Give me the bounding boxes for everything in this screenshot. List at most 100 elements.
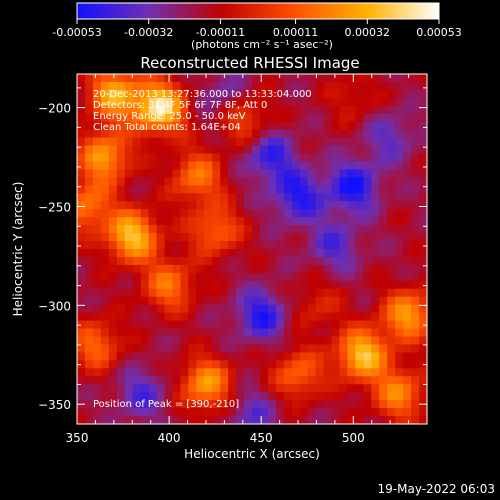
heatmap-cell — [77, 288, 86, 298]
heatmap-cell — [228, 288, 237, 298]
heatmap-cell — [77, 304, 86, 314]
heatmap-cell — [148, 280, 158, 290]
heatmap-cell — [363, 400, 372, 409]
heatmap-cell — [100, 113, 110, 123]
heatmap-cell — [180, 272, 189, 282]
heatmap-cell — [212, 153, 221, 163]
heatmap-cell — [291, 328, 301, 338]
heatmap-cell — [323, 129, 333, 139]
heatmap-cell — [228, 376, 237, 385]
heatmap-cell — [395, 408, 404, 417]
heatmap-cell — [180, 320, 189, 330]
heatmap-cell — [204, 81, 213, 91]
heatmap-cell — [108, 368, 118, 377]
heatmap-cell — [92, 129, 102, 139]
heatmap-cell — [116, 288, 126, 298]
heatmap-cell — [259, 344, 269, 353]
heatmap-cell — [140, 137, 150, 147]
heatmap-cell — [116, 161, 126, 171]
heatmap-cell — [323, 272, 333, 282]
heatmap-cell — [124, 217, 134, 226]
heatmap-cell — [299, 416, 309, 425]
heatmap-cell — [188, 145, 197, 155]
heatmap-cell — [124, 360, 134, 369]
heatmap-cell — [188, 249, 197, 258]
heatmap-cell — [259, 328, 269, 338]
heatmap-cell — [196, 169, 205, 178]
heatmap-cell — [411, 145, 420, 155]
heatmap-cell — [124, 304, 134, 314]
heatmap-cell — [196, 304, 205, 314]
heatmap-cell — [252, 304, 261, 314]
heatmap-cell — [196, 272, 205, 282]
heatmap-cell — [371, 153, 380, 163]
heatmap-cell — [180, 408, 189, 417]
heatmap-cell — [108, 225, 118, 234]
heatmap-cell — [387, 74, 396, 83]
heatmap-cell — [156, 121, 166, 131]
heatmap-cell — [77, 177, 86, 186]
heatmap-cell — [244, 272, 253, 282]
heatmap-cell — [315, 336, 325, 346]
heatmap-cell — [140, 296, 150, 306]
heatmap-cell — [116, 304, 126, 314]
heatmap-cell — [275, 97, 285, 107]
heatmap-cell — [252, 209, 261, 218]
heatmap-cell — [259, 384, 269, 393]
annotation-time: 20-Dec-2013 13:27:36.000 to 13:33:04.000 — [93, 89, 312, 100]
heatmap-cell — [148, 233, 158, 242]
heatmap-cell — [387, 193, 396, 202]
heatmap-cell — [275, 121, 285, 131]
heatmap-cell — [355, 153, 364, 163]
heatmap-cell — [387, 392, 396, 401]
heatmap-cell — [267, 344, 277, 353]
heatmap-cell — [188, 185, 197, 194]
heatmap-cell — [228, 177, 237, 186]
heatmap-cell — [196, 376, 205, 385]
heatmap-cell — [403, 272, 412, 282]
heatmap-cell — [220, 113, 229, 123]
heatmap-cell — [220, 97, 229, 107]
heatmap-cell — [180, 153, 189, 163]
heatmap-cell — [283, 137, 293, 147]
heatmap-cell — [339, 105, 349, 115]
heatmap-cell — [124, 376, 134, 385]
heatmap-cell — [156, 209, 166, 218]
heatmap-cell — [403, 105, 412, 115]
heatmap-cell — [411, 241, 420, 250]
heatmap-cell — [156, 105, 166, 115]
heatmap-cell — [371, 129, 380, 139]
heatmap-cell — [77, 201, 86, 210]
heatmap-cell — [188, 105, 197, 115]
heatmap-cell — [188, 81, 197, 91]
heatmap-cell — [77, 74, 86, 83]
heatmap-cell — [77, 360, 86, 369]
heatmap-cell — [419, 113, 428, 123]
heatmap-cell — [323, 360, 333, 369]
heatmap-cell — [283, 328, 293, 338]
heatmap-cell — [419, 233, 428, 242]
heatmap-cell — [84, 153, 94, 163]
heatmap-cell — [371, 161, 380, 171]
heatmap-cell — [100, 81, 110, 91]
heatmap-cell — [100, 97, 110, 107]
heatmap-cell — [204, 376, 213, 385]
heatmap-cell — [108, 209, 118, 218]
heatmap-cell — [204, 304, 213, 314]
heatmap-cell — [371, 408, 380, 417]
heatmap-cell — [172, 105, 181, 115]
heatmap-cell — [172, 169, 181, 178]
heatmap-cell — [267, 74, 277, 83]
heatmap-cell — [180, 81, 189, 91]
heatmap-cell — [299, 280, 309, 290]
heatmap-cell — [323, 113, 333, 123]
heatmap-cell — [140, 256, 150, 266]
heatmap-cell — [196, 201, 205, 210]
heatmap-cell — [411, 360, 420, 369]
heatmap-cell — [403, 312, 412, 322]
heatmap-cell — [259, 153, 269, 163]
heatmap-cell — [403, 296, 412, 306]
heatmap-cell — [196, 89, 205, 99]
heatmap-cell — [236, 264, 245, 274]
heatmap-cell — [77, 272, 86, 282]
